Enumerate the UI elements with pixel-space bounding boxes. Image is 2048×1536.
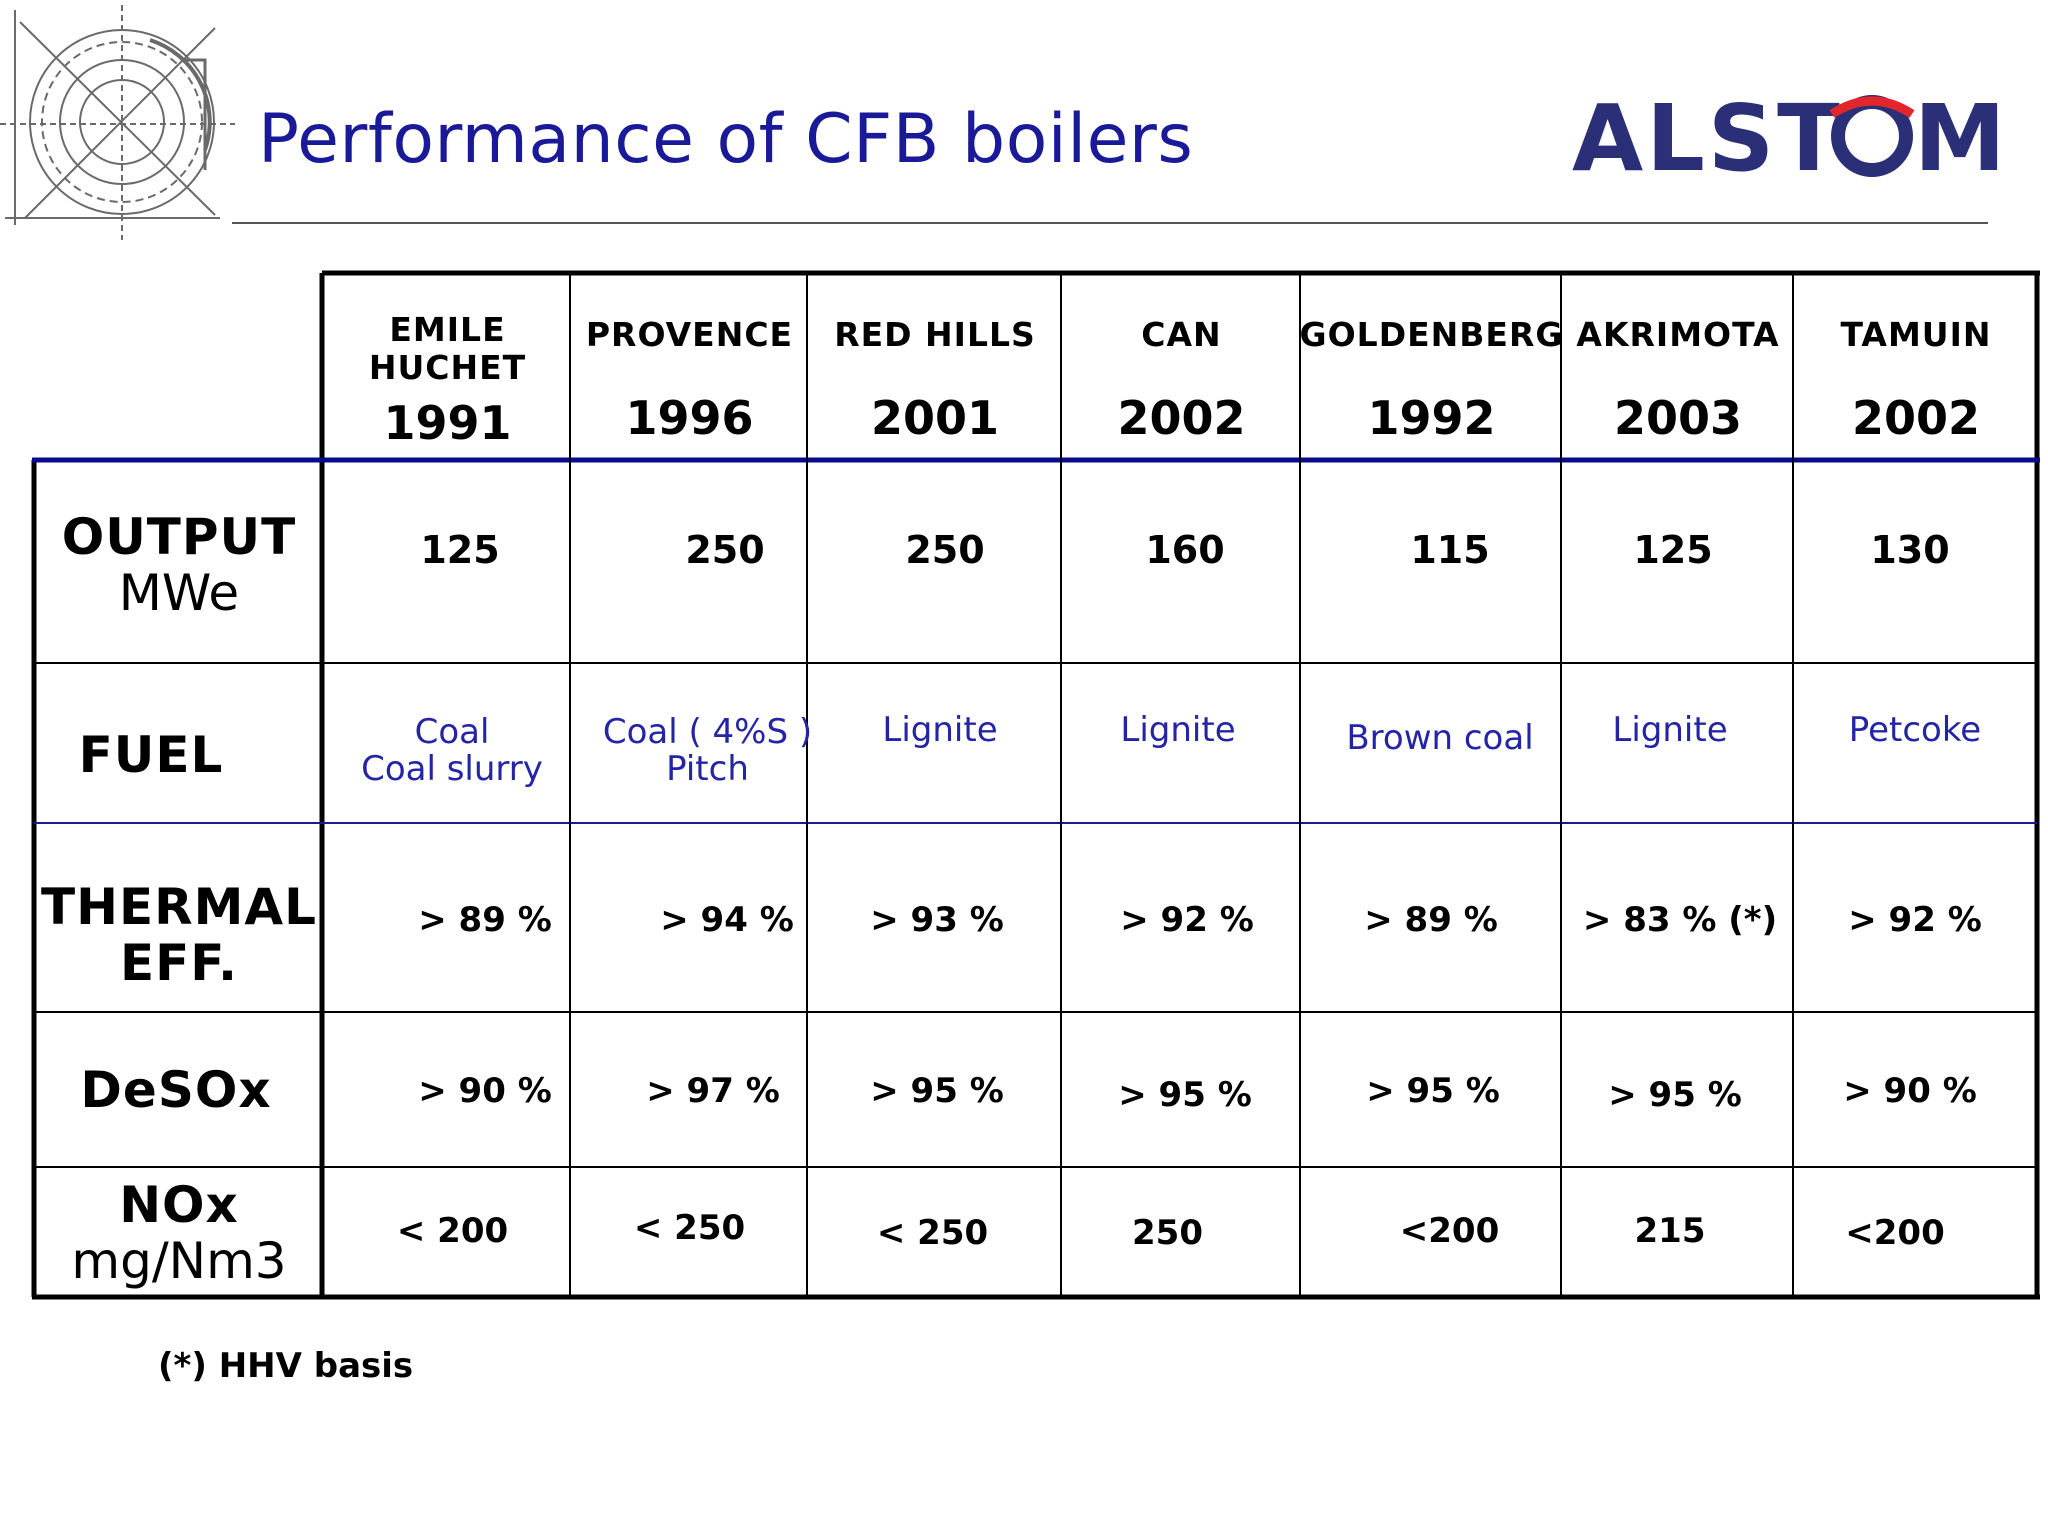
table-cell-desox: > 95 % [1608, 1075, 1742, 1115]
table-cell-thermal: > 92 % [1848, 900, 1982, 940]
row-label-output: OUTPUT MWe [36, 500, 322, 630]
table-cell-output: 250 [905, 528, 985, 572]
row-label-desox: DeSOx [36, 1030, 316, 1150]
table-cell-output: 250 [685, 528, 765, 572]
table-cell-thermal: > 92 % [1120, 900, 1254, 940]
fuel-line-1: Petcoke [1848, 709, 1982, 750]
table-cell-output: 125 [420, 528, 500, 572]
technical-drawing-icon [0, 5, 235, 240]
footnote: (*) HHV basis [158, 1346, 414, 1386]
row-label-unit: MWe [118, 564, 240, 622]
table-cell-output: 130 [1870, 528, 1950, 572]
table-cell-fuel: Brown coal [1330, 716, 1550, 760]
column-year: 1992 [1367, 391, 1496, 445]
column-header-can: CAN 2002 [1063, 300, 1300, 460]
table-cell-desox: > 90 % [1843, 1071, 1977, 1111]
table-cell-desox: > 90 % [418, 1071, 552, 1111]
table-cell-nox: < 250 [633, 1208, 746, 1248]
column-name: EMILE [389, 310, 506, 349]
fuel-line-1: Coal [414, 712, 490, 752]
fuel-line-1: Coal ( 4%S ) [602, 712, 813, 752]
row-label-text: THERMAL [41, 878, 317, 936]
column-year: 2001 [870, 391, 1000, 445]
svg-text:M: M [1914, 86, 2002, 186]
fuel-line-1: Lignite [1612, 709, 1728, 750]
column-year: 2003 [1613, 391, 1743, 445]
table-cell-thermal: > 89 % [418, 900, 552, 940]
column-header-tamuin: TAMUIN 2002 [1795, 300, 2037, 460]
table-cell-desox: > 95 % [1118, 1075, 1252, 1115]
table-cell-fuel: Coal Coal slurry [352, 708, 552, 794]
column-name: RED HILLS [834, 315, 1036, 354]
column-header-red-hills: RED HILLS 2001 [809, 300, 1061, 460]
column-year: 2002 [1851, 391, 1981, 445]
column-header-akrimota: AKRIMOTA 2003 [1563, 300, 1793, 460]
column-name: HUCHET [368, 348, 527, 387]
table-cell-fuel: Petcoke [1815, 708, 2015, 752]
table-cell-output: 125 [1633, 528, 1713, 572]
alstom-logo: ALST M [1572, 86, 2002, 186]
row-label-text: EFF. [119, 934, 239, 992]
table-cell-fuel: Coal ( 4%S ) Pitch [600, 708, 815, 794]
fuel-line-1: Lignite [1120, 709, 1236, 750]
row-label-text: FUEL [78, 726, 224, 784]
column-name: GOLDENBERG [1299, 315, 1564, 354]
row-label-text: NOx [119, 1175, 239, 1234]
table-cell-nox: <200 [1399, 1211, 1500, 1251]
table-cell-nox: 215 [1634, 1211, 1706, 1251]
column-year: 1991 [383, 396, 512, 450]
table-cell-output: 115 [1410, 528, 1490, 572]
column-name: AKRIMOTA [1576, 315, 1780, 354]
header-rule [232, 222, 1988, 224]
column-name: TAMUIN [1840, 315, 1992, 354]
svg-text:ALST: ALST [1572, 86, 1843, 186]
row-label-text: OUTPUT [61, 508, 297, 566]
table-cell-fuel: Lignite [850, 708, 1030, 752]
table-cell-desox: > 97 % [646, 1071, 780, 1111]
table-cell-nox: < 250 [876, 1213, 989, 1253]
table-cell-fuel: Lignite [1088, 708, 1268, 752]
fuel-line-2: Coal slurry [361, 749, 543, 789]
table-cell-thermal: > 94 % [660, 900, 794, 940]
column-year: 1996 [625, 391, 754, 445]
fuel-line-1: Lignite [882, 709, 998, 750]
column-year: 2002 [1117, 391, 1246, 445]
table-cell-thermal: > 89 % [1364, 900, 1498, 940]
table-cell-desox: > 95 % [1366, 1071, 1500, 1111]
table-cell-output: 160 [1145, 528, 1225, 572]
table-cell-nox: < 200 [396, 1211, 509, 1251]
row-label-nox: NOx mg/Nm3 [36, 1170, 322, 1295]
column-header-provence: PROVENCE 1996 [572, 300, 807, 460]
column-header-emile-huchet: EMILE HUCHET 1991 [325, 300, 570, 460]
table-cell-nox: <200 [1845, 1213, 1945, 1253]
column-name: PROVENCE [585, 315, 794, 354]
fuel-line-1: Brown coal [1346, 717, 1534, 758]
row-label-thermal: THERMAL EFF. [36, 870, 322, 1000]
row-label-text: DeSOx [80, 1061, 272, 1119]
table-cell-fuel: Lignite [1580, 708, 1760, 752]
table-cell-thermal: > 83 % (*) [1582, 900, 1778, 940]
column-name: CAN [1141, 315, 1222, 354]
table-cell-desox: > 95 % [870, 1071, 1004, 1111]
fuel-line-2: Pitch [666, 749, 749, 789]
page-title: Performance of CFB boilers [258, 100, 1194, 179]
table-cell-thermal: > 93 % [870, 900, 1004, 940]
row-label-fuel: FUEL [36, 700, 266, 810]
row-label-unit: mg/Nm3 [71, 1231, 287, 1290]
table-cell-nox: 250 [1132, 1213, 1203, 1253]
column-header-goldenberg: GOLDENBERG 1992 [1299, 300, 1564, 460]
